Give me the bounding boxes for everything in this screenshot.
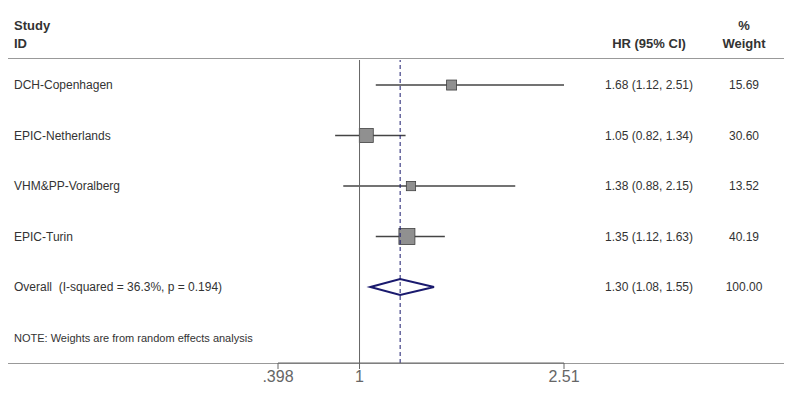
svg-text:1.68 (1.12, 2.51): 1.68 (1.12, 2.51) [605, 78, 693, 92]
html-text:HR (95% CI): HR (95% CI) [612, 36, 686, 51]
svg-text:1.35 (1.12, 1.63): 1.35 (1.12, 1.63) [605, 230, 693, 244]
svg-text:.398: .398 [262, 368, 293, 385]
html-text:Study: Study [14, 18, 51, 33]
svg-text:2.51: 2.51 [548, 368, 579, 385]
svg-text:DCH-Copenhagen: DCH-Copenhagen [14, 78, 113, 92]
svg-text:EPIC-Netherlands: EPIC-Netherlands [14, 129, 111, 143]
svg-text:13.52: 13.52 [729, 179, 759, 193]
svg-text:30.60: 30.60 [729, 129, 759, 143]
svg-text:EPIC-Turin: EPIC-Turin [14, 230, 73, 244]
svg-text:100.00: 100.00 [726, 280, 763, 294]
svg-text:NOTE: Weights are from random: NOTE: Weights are from random effects an… [14, 332, 253, 344]
svg-text:1.05 (0.82, 1.34): 1.05 (0.82, 1.34) [605, 129, 693, 143]
svg-text:VHM&PP-Voralberg: VHM&PP-Voralberg [14, 179, 120, 193]
html-text:ID: ID [14, 36, 27, 51]
svg-text:1: 1 [355, 368, 364, 385]
html-text:Weight: Weight [722, 36, 766, 51]
svg-text:15.69: 15.69 [729, 78, 759, 92]
svg-text:Overall (I-squared = 36.3%, p: Overall (I-squared = 36.3%, p = 0.194) [14, 280, 222, 294]
svg-text:1.30 (1.08, 1.55): 1.30 (1.08, 1.55) [605, 280, 693, 294]
svg-text:40.19: 40.19 [729, 230, 759, 244]
svg-text:1.38 (0.88, 2.15): 1.38 (0.88, 2.15) [605, 179, 693, 193]
